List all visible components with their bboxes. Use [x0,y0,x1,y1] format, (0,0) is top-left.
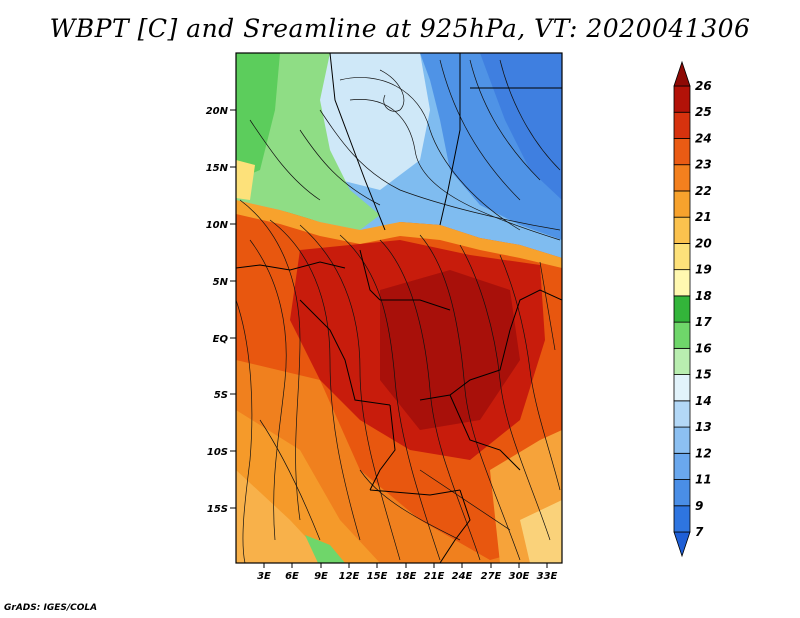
colorbar-segment [673,531,691,558]
lon-label-30e: 30E [509,571,530,582]
colorbar-label: 18 [695,289,712,303]
colorbar-segment [673,374,691,402]
map-frame [235,52,563,564]
lat-label-15n: 15N [206,163,229,174]
lon-label-33e: 33E [537,571,558,582]
lat-label-10n: 10N [206,220,229,231]
lat-label-eq: EQ [213,334,229,345]
lat-label-15s: 15S [207,504,228,515]
lon-label-15e: 15E [367,571,388,582]
colorbar-label: 21 [695,210,712,224]
colorbar-segment [673,164,691,192]
latitude-axis: 20N 15N 10N 5N EQ 5S 10S 15S [206,106,236,515]
lon-label-27e: 27E [481,571,502,582]
colorbar-label: 9 [695,499,703,513]
streamlines [236,59,561,563]
lon-label-12e: 12E [339,571,360,582]
lon-label-21e: 21E [424,571,445,582]
chart-title: WBPT [C] and Sreamline at 925hPa, VT: 20… [49,14,751,43]
colorbar-segment [673,60,691,87]
colorbar-segment [673,269,691,297]
colorbar: 7 9 11 12 13 14 15 16 17 18 19 20 21 22 23 24 25 26 [673,60,712,558]
lat-label-5n: 5N [213,277,229,288]
colorbar-segment [673,426,691,454]
colorbar-segment [673,295,691,323]
colorbar-label: 11 [695,473,712,487]
colorbar-label: 22 [695,184,712,198]
longitude-axis: 3E 6E 9E 12E 15E 18E 21E 24E 27E 30E 33E [257,563,558,582]
map-field [236,53,562,563]
lat-label-20n: 20N [206,106,229,117]
colorbar-label: 20 [695,236,712,250]
colorbar-label: 7 [695,525,704,539]
lon-label-24e: 24E [452,571,473,582]
colorbar-segment [673,216,691,244]
colorbar-segment [673,505,691,533]
grads-credit: GrADS: IGES/COLA [4,603,98,613]
colorbar-label: 15 [695,368,712,382]
colorbar-segment [673,138,691,166]
colorbar-label: 13 [695,420,712,434]
colorbar-segment [673,452,691,480]
colorbar-segment [673,321,691,349]
colorbar-label: 16 [695,341,712,355]
colorbar-label: 25 [695,105,712,119]
colorbar-label: 19 [695,263,712,277]
lon-label-18e: 18E [396,571,417,582]
colorbar-label: 12 [695,446,712,460]
lat-label-10s: 10S [207,447,228,458]
colorbar-segment [673,479,691,507]
colorbar-segment [673,400,691,428]
colorbar-label: 17 [695,315,712,329]
lon-label-3e: 3E [257,571,271,582]
colorbar-label: 24 [695,131,712,145]
colorbar-segment [673,243,691,271]
colorbar-segment [673,190,691,218]
colorbar-label: 23 [695,158,712,172]
country-borders [236,53,562,563]
lat-label-5s: 5S [214,390,228,401]
lon-label-9e: 9E [314,571,328,582]
lon-label-6e: 6E [285,571,299,582]
colorbar-segment [673,347,691,375]
colorbar-label: 14 [695,394,712,408]
colorbar-segment [673,111,691,139]
colorbar-label: 26 [695,79,712,93]
colorbar-segment [673,85,691,113]
